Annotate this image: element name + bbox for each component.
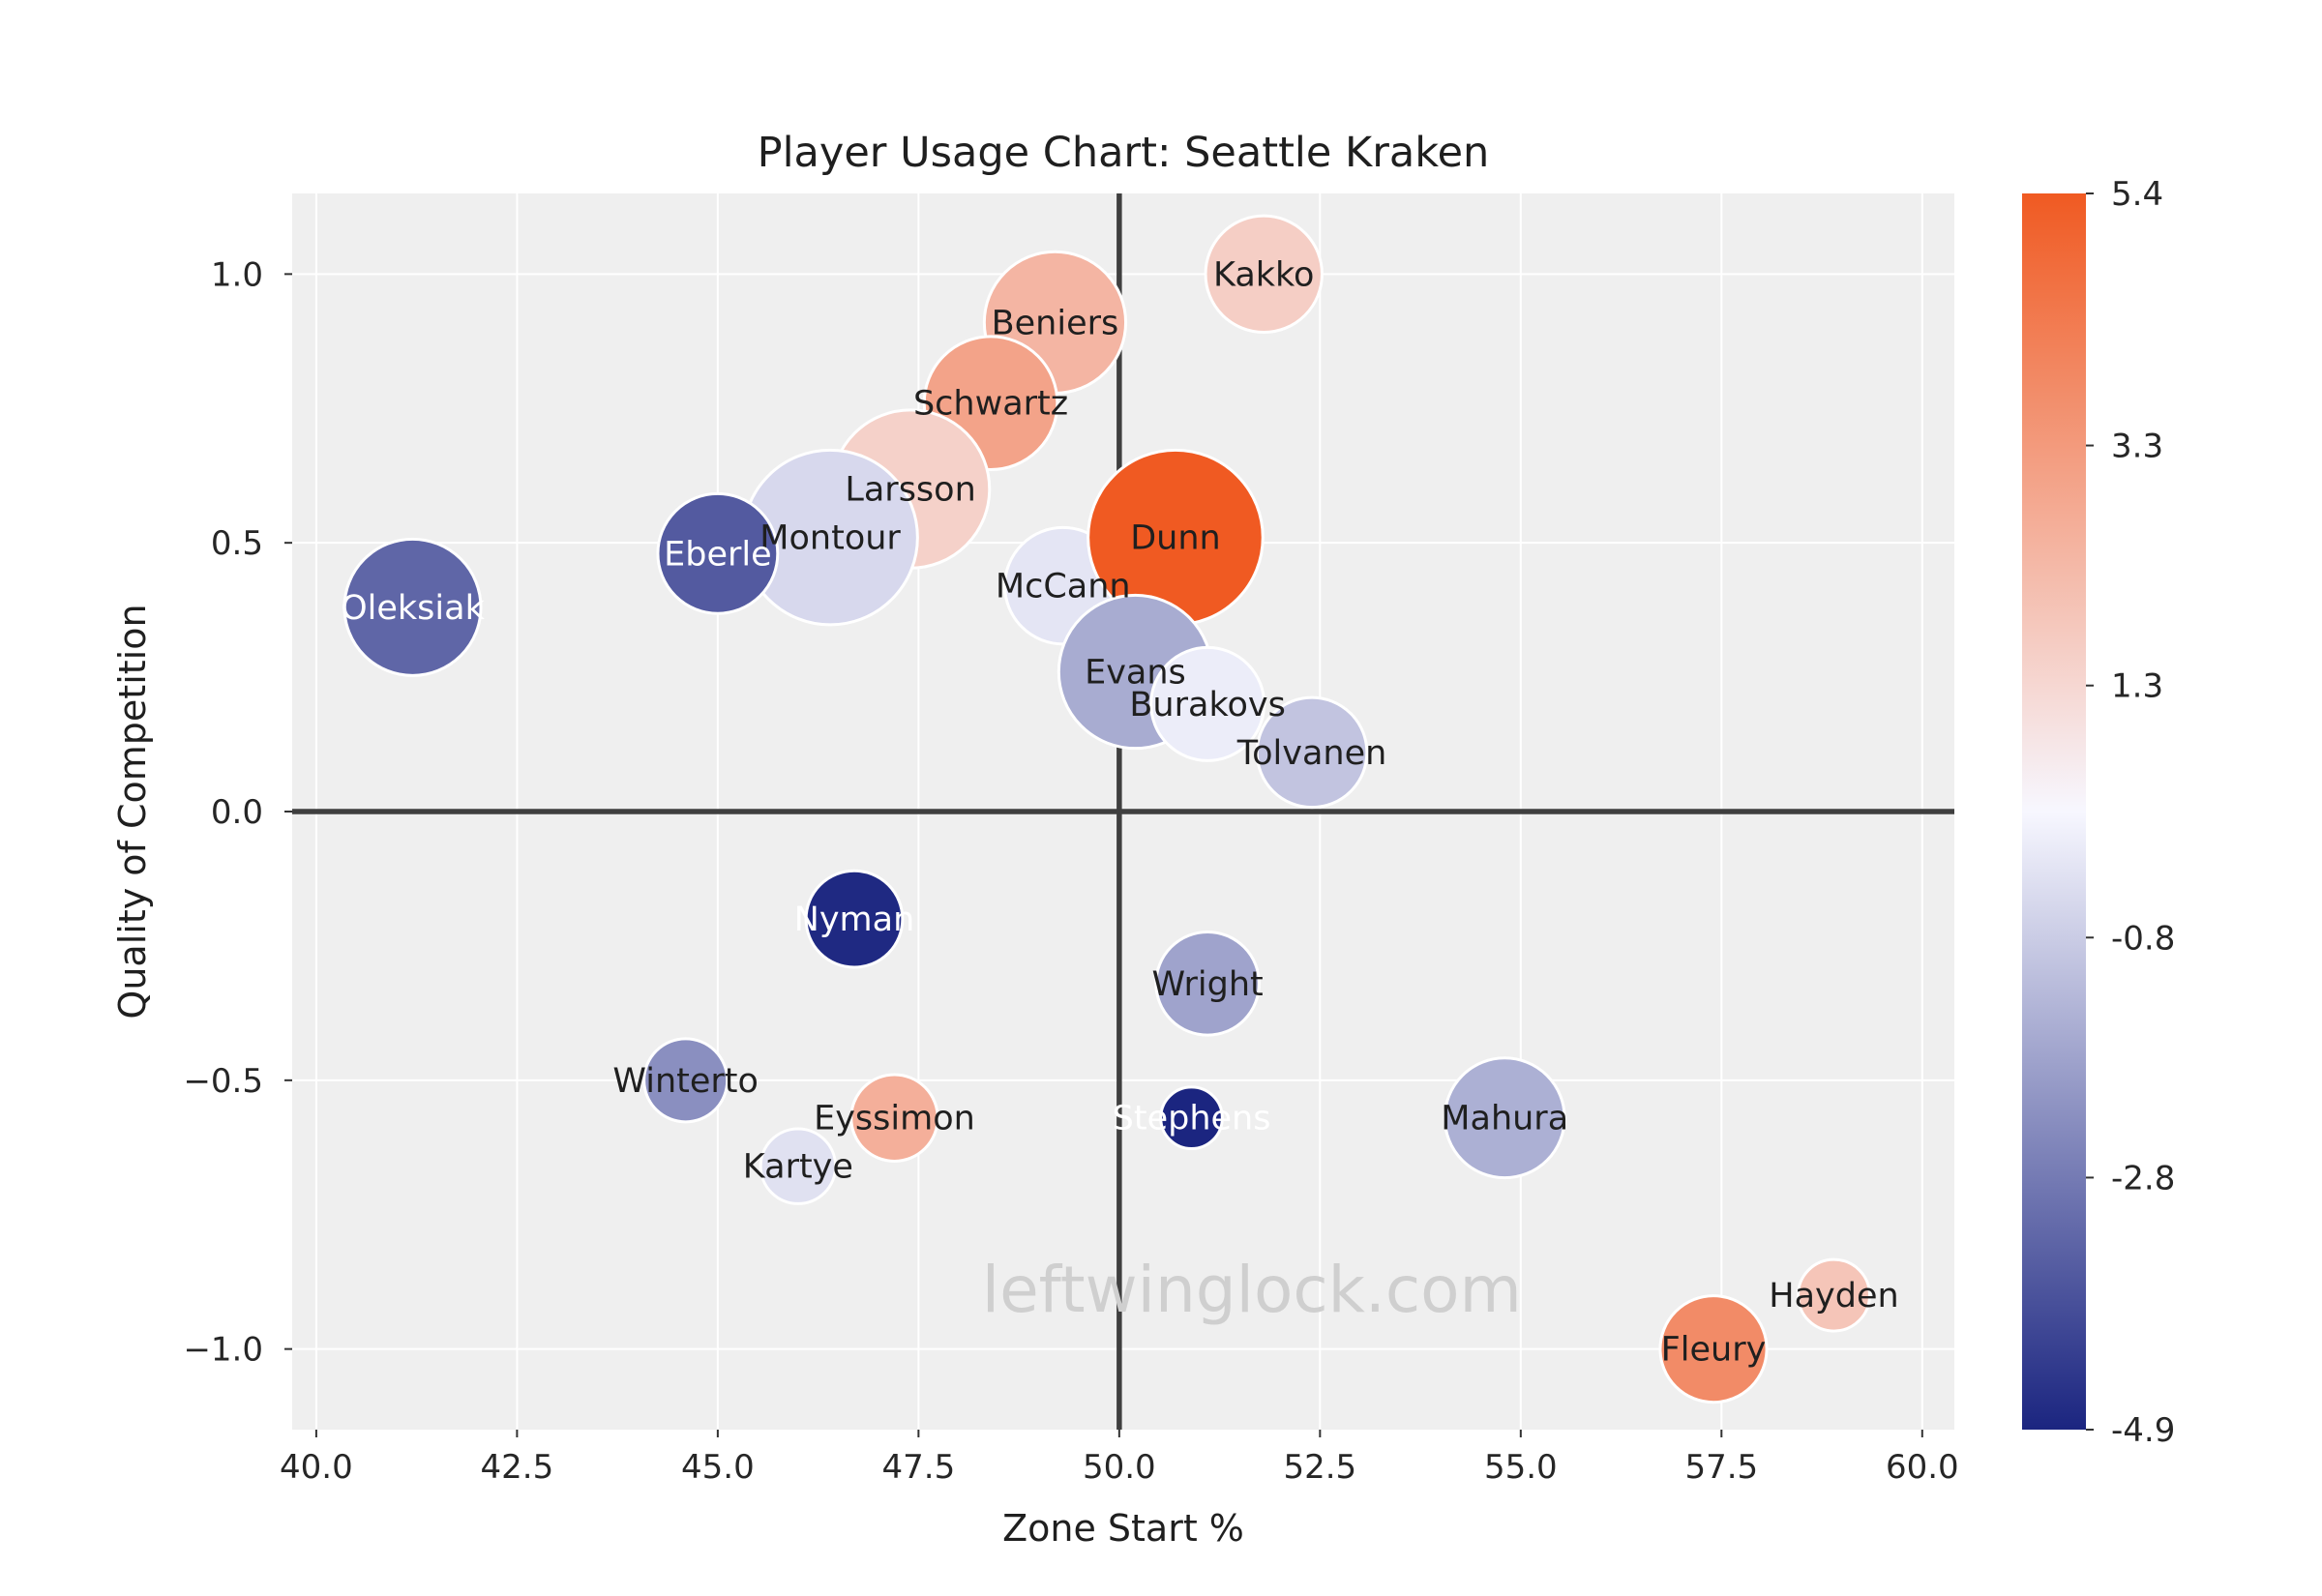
player-label-evans: Evans [1085,654,1186,693]
player-label-montour: Montour [759,519,901,558]
bubble-kakko [1204,214,1324,335]
player-label-eberle: Eberle [664,535,772,574]
colorbar [2022,193,2086,1430]
x-axis-label: Zone Start % [1002,1507,1244,1550]
bubble-winterto [642,1037,729,1124]
bubble-burakovs [1149,645,1266,762]
player-label-kakko: Kakko [1213,255,1315,294]
bubble-fleury [1658,1294,1769,1404]
bubble-hayden [1797,1257,1871,1333]
player-label-dunn: Dunn [1130,519,1221,558]
y-tick-label: −0.5 [183,1062,263,1101]
x-tick-label: 52.5 [1283,1448,1356,1487]
player-label-burakovs: Burakovs [1129,686,1285,724]
colorbar-ticks: 5.4 3.3 1.3 -0.8 -2.8 -4.9 [2086,175,2175,1450]
player-label-hayden: Hayden [1769,1277,1898,1315]
reference-lines [292,193,1954,1430]
x-tick-label: 40.0 [280,1448,353,1487]
y-tick-label: 0.0 [211,793,263,832]
player-label-kartye: Kartye [743,1148,853,1187]
player-label-wright: Wright [1152,965,1264,1004]
colorbar-tick-label: -4.9 [2111,1411,2175,1450]
x-tick-label: 50.0 [1083,1448,1156,1487]
y-tick-label: 1.0 [211,255,263,294]
bubble-tolvanen [1255,695,1369,810]
x-tick-label: 57.5 [1684,1448,1758,1487]
player-label-oleksiak: Oleksiak [341,589,485,628]
bubbles [342,214,1871,1404]
bubble-kartye [759,1127,838,1205]
bubble-eyssimon [849,1073,939,1163]
colorbar-tick-label: 5.4 [2111,175,2163,214]
colorbar-tick-label: -0.8 [2111,919,2175,958]
x-axis-ticks: 40.0 42.5 45.0 47.5 50.0 52.5 55.0 57.5 60.0 [280,1430,1959,1487]
colorbar-tick-label: -2.8 [2111,1159,2175,1197]
y-tick-label: −1.0 [183,1331,263,1370]
x-tick-label: 42.5 [481,1448,554,1487]
chart-title: Player Usage Chart: Seattle Kraken [758,129,1490,177]
bubble-oleksiak [342,537,483,677]
x-tick-label: 47.5 [882,1448,956,1487]
bubble-stephens [1159,1085,1224,1151]
x-tick-label: 45.0 [681,1448,755,1487]
bubble-nyman [804,869,905,969]
player-labels: Kakko Beniers Schwartz Larsson MontourEberle… [341,255,1899,1369]
x-tick-label: 55.0 [1484,1448,1558,1487]
player-label-beniers: Beniers [992,304,1119,342]
bubble-eberle [656,491,780,615]
bubble-mahura [1443,1056,1566,1180]
x-tick-label: 60.0 [1886,1448,1959,1487]
y-tick-label: 0.5 [211,524,263,563]
player-label-fleury: Fleury [1661,1331,1767,1370]
player-label-stephens: Stephens [1113,1100,1271,1138]
player-label-mahura: Mahura [1441,1100,1568,1138]
player-label-schwartz: Schwartz [913,385,1068,424]
player-label-winterto: Winterto [612,1062,759,1101]
player-label-mccann: McCann [996,568,1131,606]
colorbar-tick-label: 1.3 [2111,667,2163,706]
y-axis-label: Quality of Competition [111,604,154,1019]
player-label-tolvanen: Tolvanen [1236,734,1387,773]
player-label-larsson: Larsson [845,471,975,510]
player-label-nyman: Nyman [794,901,915,939]
y-axis-ticks: 1.0 0.5 0.0 −0.5 −1.0 [183,255,292,1370]
watermark-annotation: leftwinglock.com [982,1253,1522,1327]
player-label-eyssimon: Eyssimon [814,1100,975,1138]
colorbar-tick-label: 3.3 [2111,428,2163,466]
bubble-wright [1154,930,1261,1037]
